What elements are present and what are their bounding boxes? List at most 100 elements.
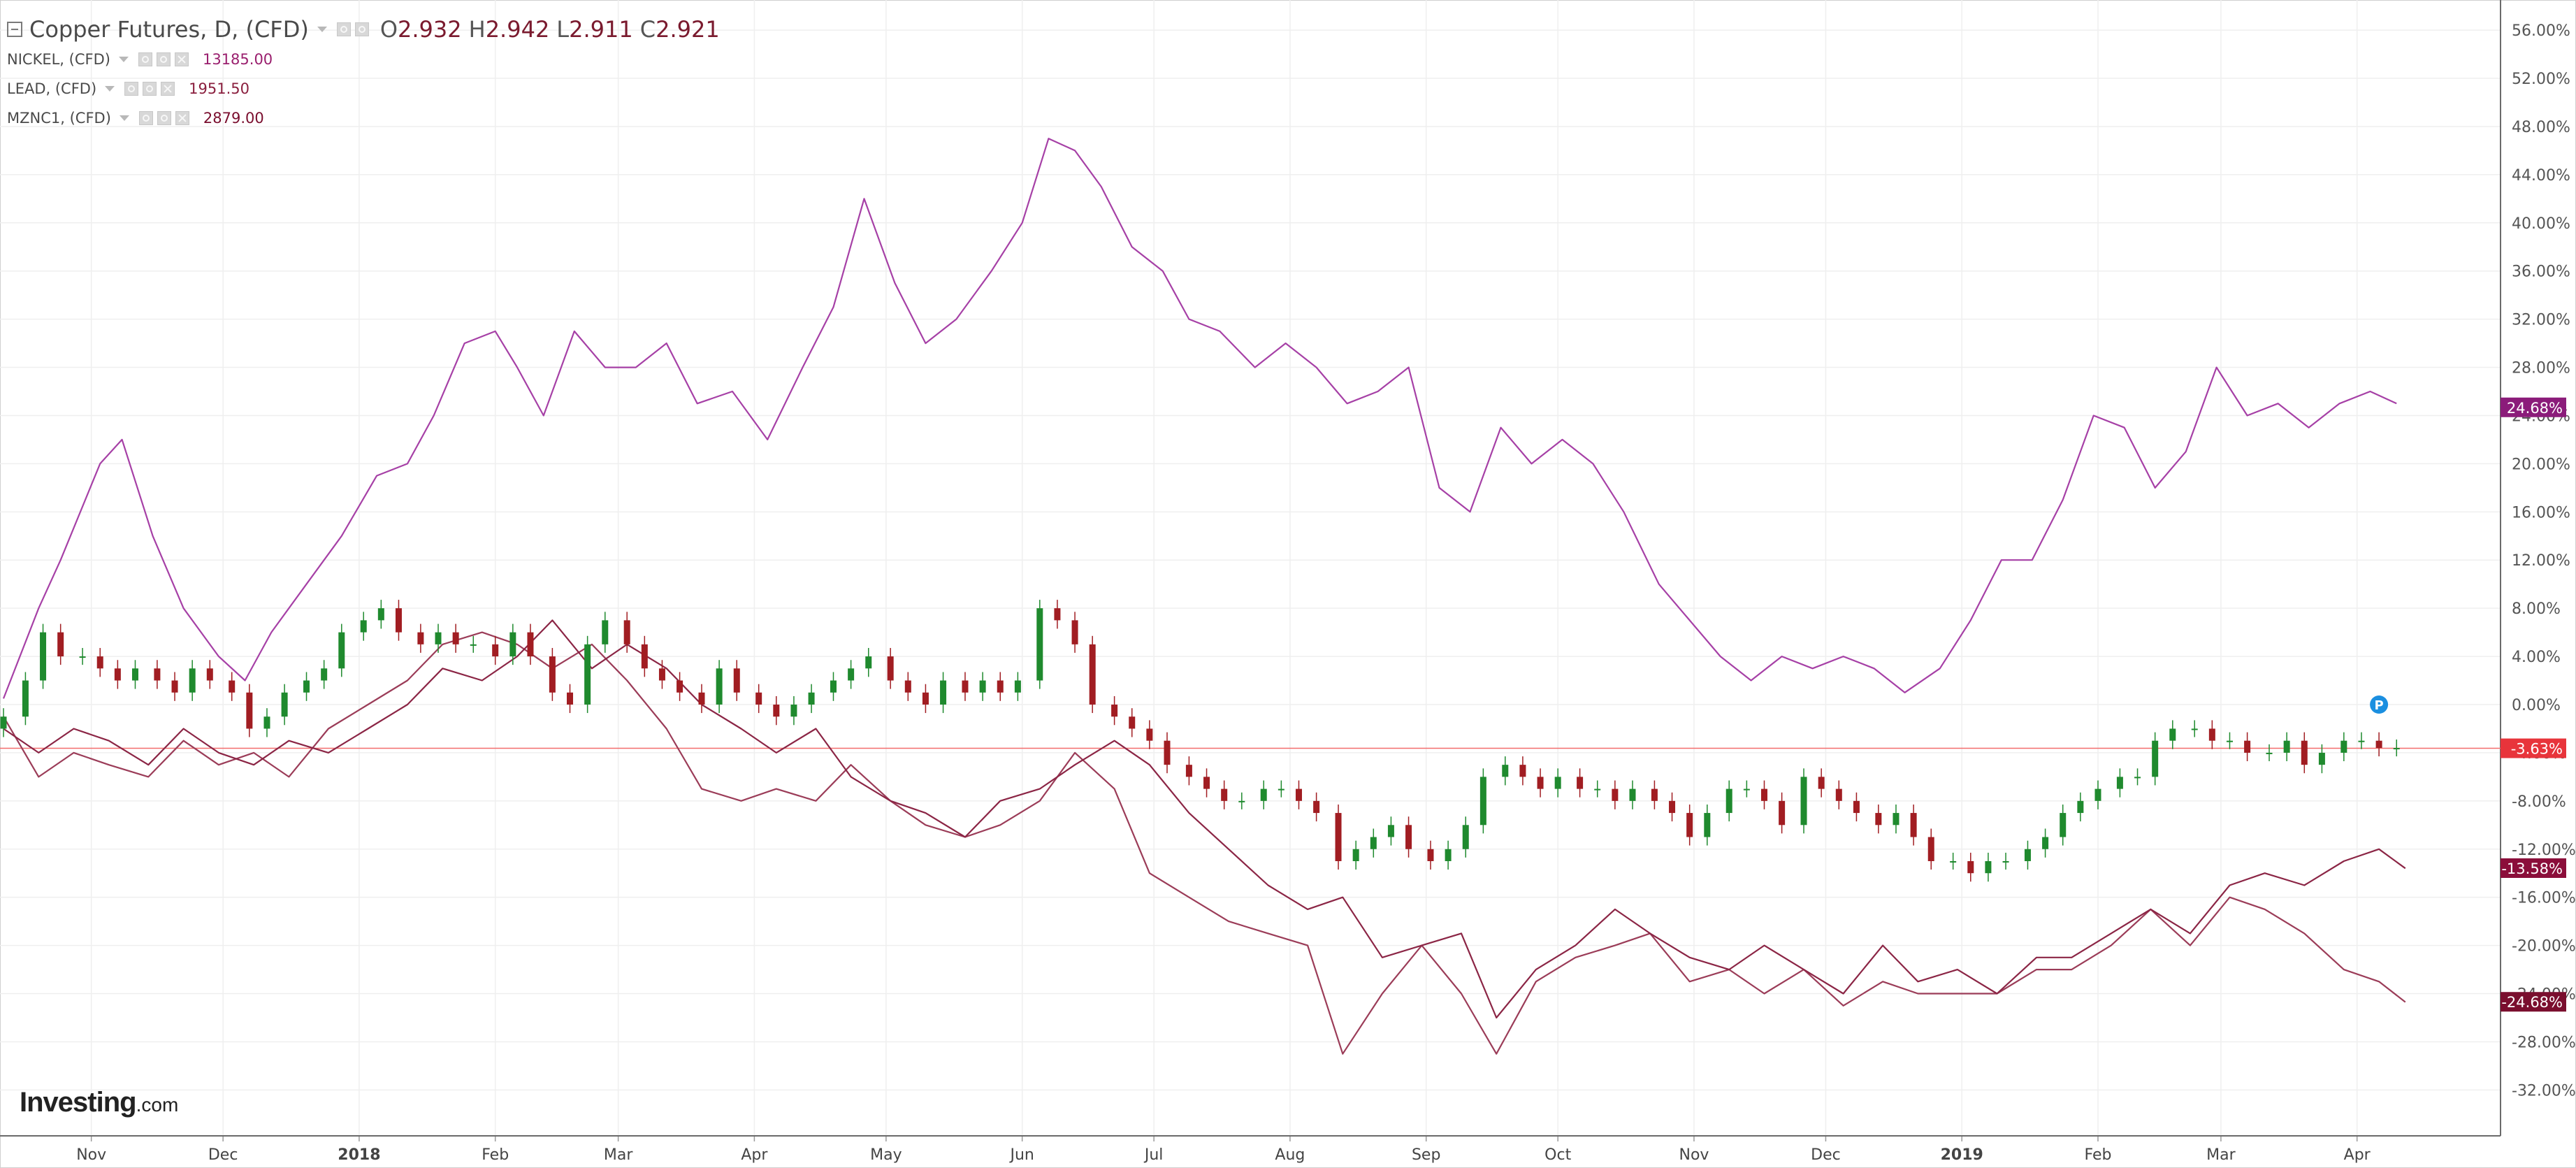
candle-body — [509, 632, 516, 657]
chevron-down-icon[interactable] — [119, 115, 129, 121]
candle-body — [1014, 680, 1021, 693]
candle-body — [904, 680, 911, 693]
copper-value-tag-box — [2501, 738, 2566, 758]
candle-body — [2042, 837, 2049, 849]
candle-body — [676, 680, 683, 693]
legend-overlay-row[interactable]: LEAD, (CFD) 1951.50 — [7, 74, 720, 103]
candle-body — [1352, 849, 1359, 861]
gear-icon[interactable] — [138, 111, 153, 125]
candle-body — [1129, 716, 1136, 729]
settings-icon[interactable] — [156, 52, 171, 66]
y-tick-label: 4.00% — [2512, 649, 2561, 666]
x-tick-label: Dec — [1811, 1146, 1841, 1164]
candle-body — [114, 668, 121, 681]
lead-value-tag: -13.58% — [2501, 860, 2563, 877]
candle-body — [2134, 777, 2141, 779]
candle-body — [2318, 752, 2325, 765]
candle-body — [40, 632, 47, 681]
close-icon[interactable] — [161, 82, 175, 96]
candle-body — [1164, 740, 1171, 765]
x-tick-label: Mar — [2206, 1146, 2236, 1164]
candle-body — [2283, 740, 2290, 753]
candle-body — [716, 668, 723, 705]
legend-main-row[interactable]: Copper Futures, D, (CFD) O 2.932 H 2.942 L… — [7, 14, 720, 45]
candle-body — [2208, 728, 2215, 741]
close-icon[interactable] — [175, 111, 189, 125]
ohlc-open-label: O — [379, 16, 398, 43]
ohlc-high: 2.942 — [485, 16, 550, 43]
gear-icon[interactable] — [138, 52, 152, 66]
candle-body — [940, 680, 947, 705]
candle-body — [1260, 788, 1267, 801]
candle-body — [281, 692, 288, 717]
zinc-value-tag-box — [2501, 992, 2566, 1012]
candle-body — [887, 656, 894, 681]
candle-body — [1238, 800, 1245, 802]
legend-overlay-row[interactable]: MZNC1, (CFD) 2879.00 — [7, 103, 720, 133]
y-tick-label: 48.00% — [2512, 119, 2570, 136]
event-marker-icon — [2370, 695, 2389, 714]
settings-icon[interactable] — [143, 82, 157, 96]
legend-overlay-value: 13185.00 — [202, 51, 273, 68]
candle-body — [658, 668, 665, 681]
candle-body — [0, 716, 7, 729]
gear-icon[interactable] — [354, 22, 369, 36]
candle-body — [1111, 705, 1118, 717]
nickel-value-tag-box — [2501, 397, 2566, 417]
candle-body — [997, 680, 1004, 693]
candle-body — [1146, 728, 1153, 741]
candle-body — [395, 608, 402, 633]
candle-body — [1577, 777, 1584, 789]
gear-icon[interactable] — [124, 82, 139, 96]
candle-body — [22, 680, 29, 717]
candle-body — [2226, 740, 2233, 742]
legend-overlay-row[interactable]: NICKEL, (CFD) 13185.00 — [7, 45, 720, 74]
x-tick-label: Sep — [1412, 1146, 1440, 1164]
candle-body — [2358, 740, 2365, 742]
candle-body — [57, 632, 64, 657]
legend-overlay-name: LEAD, (CFD) — [7, 80, 97, 97]
event-marker-label: P — [2375, 698, 2384, 713]
candle-body — [549, 656, 556, 693]
candle-body — [2244, 740, 2251, 753]
candle-body — [962, 680, 969, 693]
ohlc-close-label: C — [639, 16, 656, 43]
zinc-value-tag: -24.68% — [2501, 994, 2563, 1011]
y-tick-label: 8.00% — [2512, 600, 2561, 618]
chevron-down-icon[interactable] — [105, 86, 115, 92]
candle-body — [1967, 860, 1974, 874]
candle-body — [2375, 740, 2382, 749]
candle-body — [979, 680, 986, 693]
investing-logo: Investing.com — [20, 1087, 178, 1118]
candle-body — [1278, 788, 1285, 791]
y-tick-label: 56.00% — [2512, 22, 2570, 40]
candle-body — [808, 692, 815, 705]
candle-body — [1295, 788, 1302, 801]
candle-body — [602, 620, 609, 644]
y-tick-label: -32.00% — [2512, 1082, 2576, 1099]
logo-domain: .com — [136, 1094, 179, 1116]
candle-body — [1800, 777, 1807, 825]
chevron-down-icon[interactable] — [118, 57, 129, 62]
settings-icon[interactable] — [157, 111, 171, 125]
candle-body — [1203, 777, 1210, 789]
legend-overlay-name: MZNC1, (CFD) — [7, 110, 111, 127]
lead-value-tag-box — [2501, 858, 2566, 878]
candle-body — [492, 644, 499, 657]
candle-body — [1743, 788, 1750, 791]
y-tick-label: 32.00% — [2512, 312, 2570, 329]
candle-body — [189, 668, 196, 693]
candle-body — [303, 680, 310, 693]
settings-icon[interactable] — [336, 22, 351, 36]
candle-body — [131, 668, 138, 681]
x-tick-label: Mar — [604, 1146, 633, 1164]
chevron-down-icon[interactable] — [317, 27, 327, 32]
ohlc-low: 2.911 — [569, 16, 633, 43]
collapse-icon[interactable] — [7, 22, 22, 37]
x-tick-label: Nov — [76, 1146, 106, 1164]
candle-body — [1927, 837, 1934, 861]
legend-main-name: Copper Futures, D, (CFD) — [29, 16, 309, 43]
close-icon[interactable] — [174, 52, 189, 66]
